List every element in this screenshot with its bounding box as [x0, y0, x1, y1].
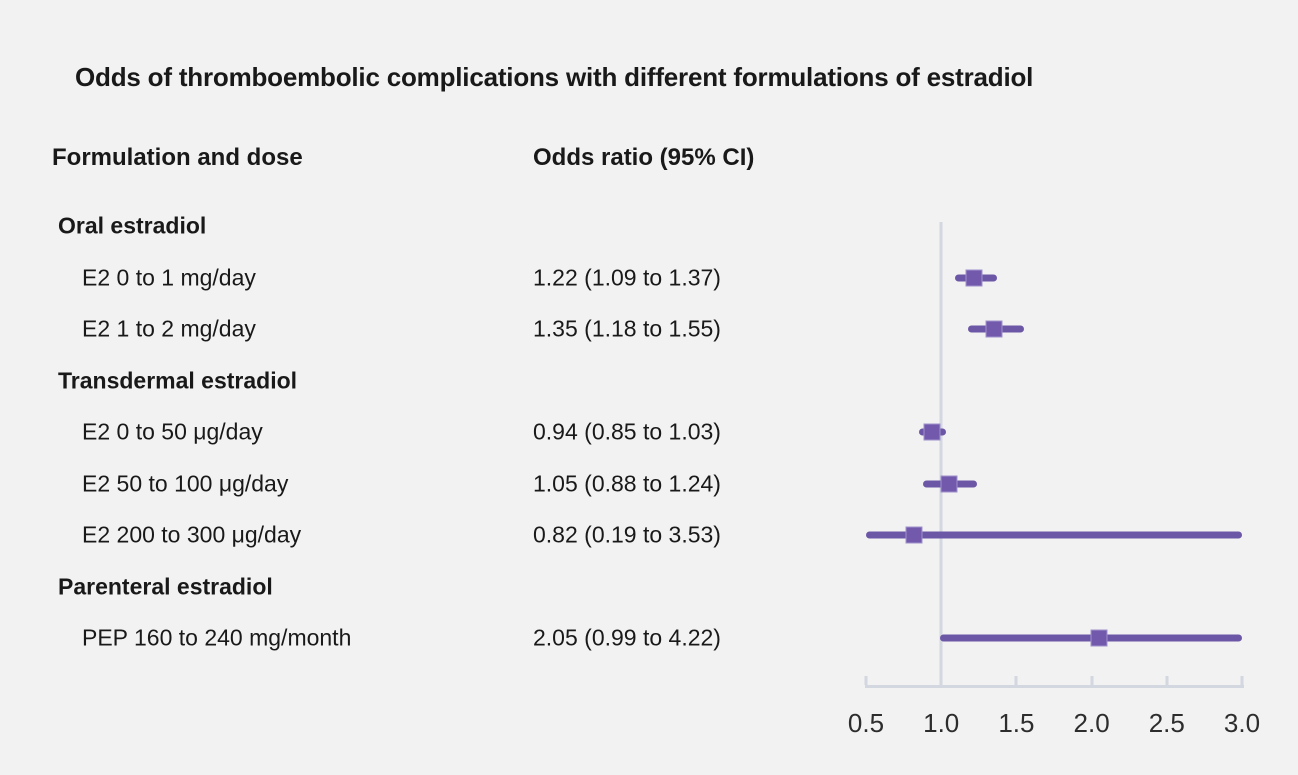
- chart-title: Odds of thromboembolic complications wit…: [75, 62, 1034, 92]
- row-label: E2 0 to 1 mg/day: [82, 264, 256, 290]
- column-header-odds-ratio: Odds ratio (95% CI): [533, 144, 755, 171]
- or-square: [923, 423, 941, 441]
- axis-tick: [1240, 676, 1244, 685]
- axis-tick-label: 3.0: [1223, 708, 1261, 738]
- row-value: 2.05 (0.99 to 4.22): [533, 624, 721, 651]
- or-square: [985, 320, 1003, 338]
- axis-tick: [1014, 676, 1018, 685]
- axis-tick-label: 2.5: [1148, 708, 1185, 738]
- row-value: 0.94 (0.85 to 1.03): [533, 418, 721, 445]
- row-value: 1.35 (1.18 to 1.55): [533, 315, 721, 342]
- row-label: Oral estradiol: [58, 212, 207, 239]
- row-value: 1.05 (0.88 to 1.24): [533, 470, 721, 496]
- or-square: [940, 475, 958, 492]
- axis-tick: [1090, 676, 1094, 685]
- axis-tick: [864, 676, 868, 685]
- row-label: E2 1 to 2 mg/day: [82, 315, 256, 342]
- row-label: Parenteral estradiol: [58, 573, 273, 599]
- axis-tick: [1165, 676, 1169, 685]
- row-label: Transdermal estradiol: [58, 367, 298, 393]
- or-square: [905, 526, 923, 544]
- or-square: [1090, 629, 1108, 647]
- axis-tick-label: 0.5: [847, 708, 885, 738]
- axis-baseline: [864, 685, 1244, 688]
- axis-tick-label: 2.0: [1073, 708, 1110, 738]
- ci-line: [866, 531, 1242, 539]
- row-label: E2 200 to 300 μg/day: [82, 521, 302, 548]
- or-square: [965, 269, 983, 286]
- reference-line: [939, 222, 943, 688]
- row-value: 1.22 (1.09 to 1.37): [533, 264, 721, 290]
- row-label: PEP 160 to 240 mg/month: [82, 624, 352, 651]
- axis-tick: [939, 676, 943, 685]
- row-label: E2 50 to 100 μg/day: [82, 470, 289, 496]
- row-label: E2 0 to 50 μg/day: [82, 418, 263, 445]
- column-header-formulation: Formulation and dose: [52, 144, 303, 171]
- axis-tick-label: 1.0: [923, 708, 960, 738]
- axis-tick-label: 1.5: [998, 708, 1035, 738]
- row-value: 0.82 (0.19 to 3.53): [533, 521, 721, 548]
